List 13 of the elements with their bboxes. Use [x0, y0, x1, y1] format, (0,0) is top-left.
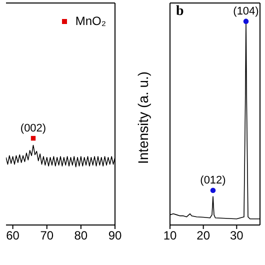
x-tick-label: 60 [6, 228, 20, 243]
y-axis-title: Intensity (a. u.) [134, 71, 151, 164]
x-tick-label: 70 [40, 228, 54, 243]
x-tick-label: 30 [230, 228, 244, 243]
annotation: (002) [20, 122, 46, 134]
x-tick-label: 80 [74, 228, 88, 243]
x-tick-label: 20 [196, 228, 210, 243]
annotation: (104) [233, 5, 259, 18]
annotation: (012) [200, 174, 226, 186]
x-tick-label: 90 [108, 228, 122, 243]
text: b [176, 4, 184, 20]
x-tick-label: 10 [163, 228, 177, 243]
legend-label: MnO₂ [75, 14, 106, 28]
